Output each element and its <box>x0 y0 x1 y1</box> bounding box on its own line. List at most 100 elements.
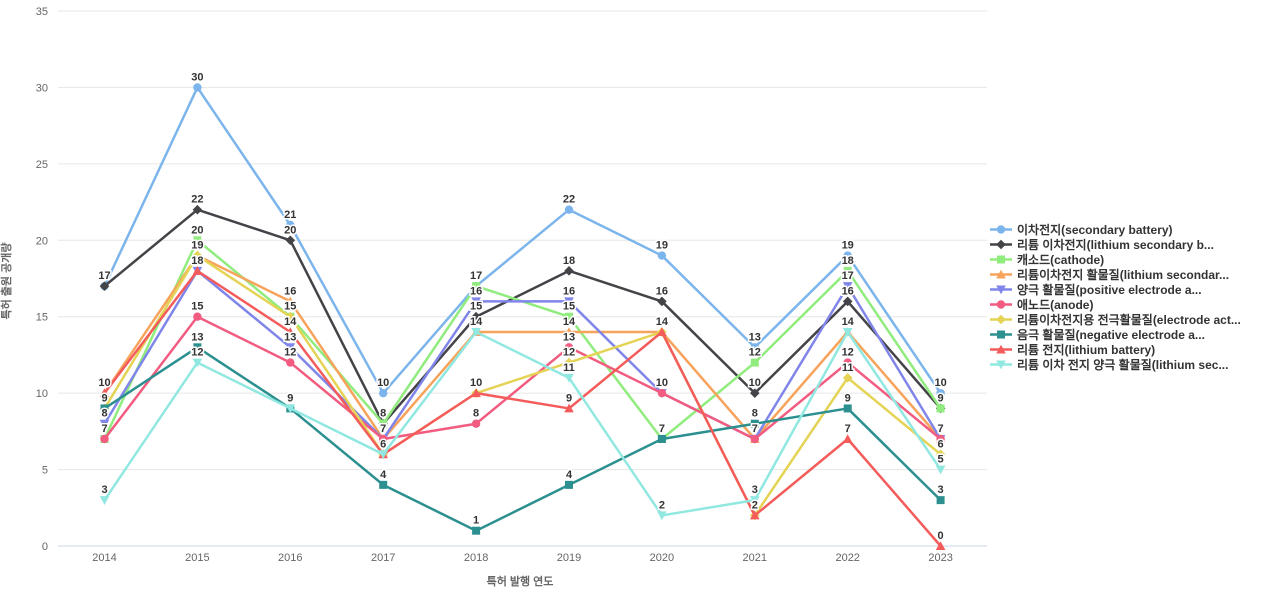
legend-label: 리튬이차전지용 전극활물질(electrode act... <box>1017 313 1241 327</box>
data-label: 22 <box>191 194 203 206</box>
data-label: 9 <box>101 392 107 404</box>
data-label: 13 <box>191 331 203 343</box>
marker-square <box>193 236 202 245</box>
data-label: 6 <box>380 438 386 450</box>
series-line <box>103 269 942 548</box>
marker-square <box>750 419 759 428</box>
marker-triangle-down <box>842 282 853 291</box>
series-3[interactable] <box>100 236 945 443</box>
marker-square <box>843 404 852 413</box>
marker-diamond <box>842 296 853 307</box>
marker-circle <box>564 205 574 214</box>
marker-diamond <box>471 311 481 322</box>
legend-item-3[interactable]: 캐소드(cathode) <box>990 252 1241 267</box>
legend-label: 캐소드(cathode) <box>1017 253 1105 267</box>
marker-square <box>936 404 945 413</box>
series-2[interactable] <box>99 204 946 429</box>
data-label: 16 <box>563 285 575 297</box>
x-tick-label-2017: 2017 <box>371 552 395 564</box>
data-label: 21 <box>284 209 296 221</box>
data-label: 13 <box>749 331 761 343</box>
marker-diamond <box>192 250 203 261</box>
marker-circle <box>843 358 852 367</box>
marker-triangle-down <box>935 465 946 475</box>
legend-item-9[interactable]: 리튬 전지(lithium battery) <box>990 342 1241 357</box>
legend-item-7[interactable]: 리튬이차전지용 전극활물질(electrode act... <box>990 312 1241 327</box>
data-label: 15 <box>563 301 575 313</box>
legend-marker-icon <box>990 269 1012 279</box>
marker-circle <box>193 312 202 321</box>
data-label: 1 <box>473 515 479 527</box>
x-tick-label-2014: 2014 <box>92 552 116 564</box>
marker-square <box>657 435 666 443</box>
marker-triangle <box>564 327 574 336</box>
data-label: 0 <box>938 530 944 542</box>
x-tick-label-2018: 2018 <box>464 552 488 564</box>
legend-item-8[interactable]: 음극 활물질(negative electrode a... <box>990 327 1241 342</box>
data-label: 8 <box>473 408 479 420</box>
data-label: 9 <box>287 392 293 404</box>
marker-circle <box>750 434 759 444</box>
legend-item-6[interactable]: 애노드(anode) <box>990 297 1241 312</box>
data-label: 7 <box>380 423 386 435</box>
marker-triangle-down <box>564 373 574 383</box>
marker-circle <box>286 220 295 230</box>
legend-marker-icon <box>990 360 1012 370</box>
marker-diamond <box>750 388 760 398</box>
legend-label: 애노드(anode) <box>1017 298 1094 312</box>
data-label: 3 <box>752 484 758 496</box>
series-9[interactable] <box>99 266 946 550</box>
marker-square <box>565 312 573 321</box>
data-label: 4 <box>566 469 573 481</box>
legend-marker-icon <box>990 330 1012 339</box>
data-label: 7 <box>101 423 107 435</box>
x-tick-label-2023: 2023 <box>928 552 952 564</box>
y-tick-label-35: 35 <box>36 6 48 18</box>
legend-item-1[interactable]: 이차전지(secondary battery) <box>990 222 1241 237</box>
data-label: 8 <box>380 408 386 420</box>
data-label: 20 <box>284 224 296 236</box>
series-line <box>103 315 942 441</box>
series-10[interactable] <box>99 328 946 521</box>
legend-item-4[interactable]: 리튬이차전지 활물질(lithium secondar... <box>990 267 1241 282</box>
series-8[interactable] <box>100 343 945 535</box>
data-label: 12 <box>191 347 203 359</box>
data-label: 10 <box>98 377 110 389</box>
marker-triangle <box>935 541 946 550</box>
data-label: 12 <box>563 347 575 359</box>
marker-circle <box>564 343 574 352</box>
data-label: 2 <box>752 499 758 511</box>
marker-triangle-down <box>842 328 853 337</box>
legend-item-10[interactable]: 리튬 이차 전지 양극 활물질(lithium sec... <box>990 357 1241 372</box>
data-label: 12 <box>842 347 854 359</box>
x-axis-title: 특허 발행 연도 <box>486 576 554 588</box>
series-6[interactable] <box>100 312 945 444</box>
data-label: 12 <box>749 347 761 359</box>
marker-circle <box>936 388 945 398</box>
data-label: 13 <box>284 331 296 343</box>
marker-circle <box>379 388 388 398</box>
data-label: 18 <box>842 255 854 267</box>
series-line <box>103 254 942 441</box>
legend-label: 리튬 이차 전지 양극 활물질(lithium sec... <box>1017 358 1229 372</box>
data-label: 14 <box>563 316 576 328</box>
marker-diamond <box>285 235 296 246</box>
marker-triangle <box>657 327 667 336</box>
legend-item-5[interactable]: 양극 활물질(positive electrode a... <box>990 282 1241 297</box>
marker-triangle-down <box>657 511 667 521</box>
marker-triangle-down <box>564 297 574 307</box>
legend-marker-icon <box>990 225 1012 234</box>
marker-square <box>100 404 109 413</box>
marker-diamond <box>285 311 296 322</box>
x-tick-label-2021: 2021 <box>743 552 767 564</box>
data-label: 18 <box>563 255 575 267</box>
data-label: 9 <box>938 392 944 404</box>
data-label: 14 <box>656 316 669 328</box>
data-label: 9 <box>566 392 572 404</box>
marker-triangle <box>192 266 203 275</box>
marker-circle <box>193 83 202 92</box>
legend-item-2[interactable]: 리튬 이차전지(lithium secondary b... <box>990 237 1241 252</box>
data-label: 4 <box>380 469 387 481</box>
marker-diamond <box>996 239 1006 250</box>
